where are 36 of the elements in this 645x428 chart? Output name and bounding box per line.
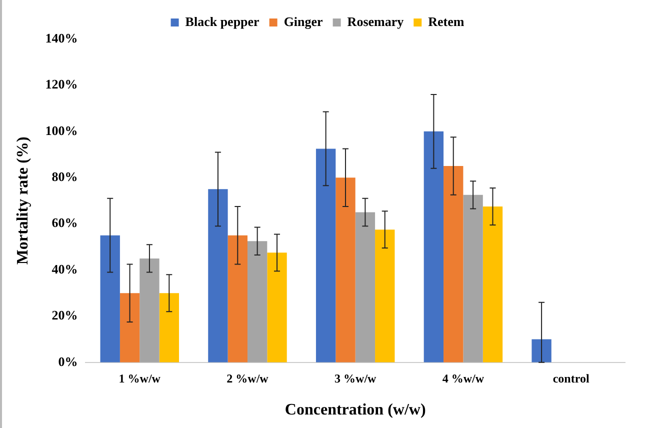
legend-label: Ginger [284, 14, 324, 29]
bar [375, 230, 395, 362]
bar [228, 235, 248, 362]
bar [247, 241, 268, 362]
y-tick-label: 140% [45, 30, 78, 46]
bar [482, 206, 503, 362]
bar [208, 189, 228, 362]
y-tick-label: 40% [52, 261, 78, 276]
y-axis-title: Mortality rate (%) [14, 136, 32, 265]
legend-label: Retem [428, 14, 464, 29]
bar [159, 293, 179, 362]
x-tick-label: 3 %w/w [334, 372, 377, 386]
x-tick-label: 4 %w/w [442, 372, 484, 386]
legend-label: Rosemary [347, 14, 404, 29]
x-tick-label: control [552, 372, 590, 386]
bar [463, 194, 483, 362]
y-tick-label: 120% [45, 76, 78, 92]
x-tick-label: 2 %w/w [226, 372, 269, 386]
bar [120, 293, 140, 362]
x-tick-label: 1 %w/w [118, 372, 161, 386]
y-tick-label: 60% [52, 215, 78, 230]
legend-label: Black pepper [185, 14, 260, 29]
bar [424, 131, 444, 362]
y-tick-label: 80% [52, 168, 78, 184]
y-tick-label: 100% [45, 122, 78, 138]
x-axis-title: Concentration (w/w) [284, 402, 426, 419]
bar [316, 148, 336, 362]
bar [100, 235, 120, 362]
y-tick-label: 0% [58, 354, 78, 369]
bar [140, 258, 160, 362]
bar [336, 178, 356, 362]
bar [532, 339, 552, 362]
bar [267, 252, 287, 362]
bar [355, 212, 376, 362]
bar [444, 166, 464, 362]
y-tick-label: 20% [52, 308, 78, 323]
